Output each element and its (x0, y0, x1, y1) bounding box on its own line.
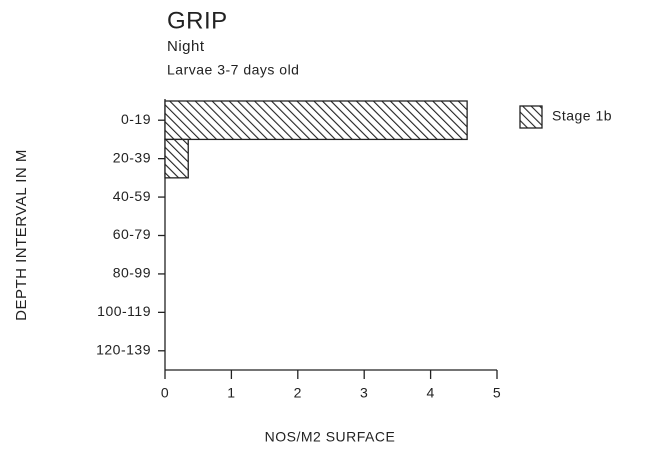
y-tick-label: 100-119 (97, 303, 151, 319)
y-tick-label: 20-39 (113, 149, 151, 165)
x-tick-label: 4 (426, 385, 434, 401)
legend-label: Stage 1b (552, 108, 612, 124)
y-tick-label: 0-19 (121, 111, 151, 127)
chart-title: GRIP (167, 7, 228, 34)
x-tick-label: 5 (493, 385, 501, 401)
y-axis-label: DEPTH INTERVAL IN M (13, 149, 30, 321)
x-tick-label: 2 (294, 385, 302, 401)
bar (164, 100, 468, 141)
bar (164, 138, 189, 179)
y-tick-label: 120-139 (96, 341, 151, 357)
y-tick-label: 60-79 (113, 226, 151, 242)
x-tick-label: 3 (360, 385, 368, 401)
legend-swatch (519, 105, 543, 129)
annotation: Larvae 3-7 days old (167, 62, 299, 78)
x-tick-label: 0 (161, 385, 169, 401)
y-tick-label: 40-59 (113, 188, 151, 204)
chart-subtitle: Night (167, 38, 205, 55)
x-axis-label: NOS/M2 SURFACE (265, 429, 396, 445)
x-tick-label: 1 (227, 385, 235, 401)
y-tick-label: 80-99 (113, 265, 151, 281)
